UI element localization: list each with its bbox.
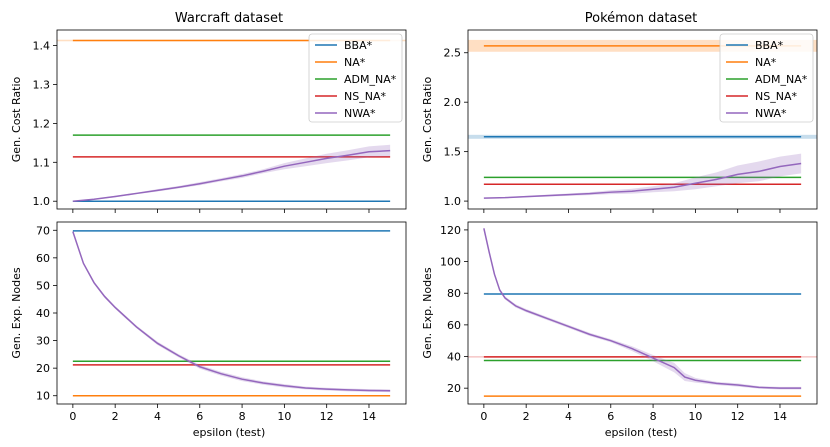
pokemon-nodes-xtick-label: 14 <box>773 410 787 423</box>
pokemon-nodes-ytick-label: 60 <box>447 319 461 332</box>
warcraft-nodes-ytick-label: 50 <box>36 279 50 292</box>
warcraft-nodes-ytick-label: 40 <box>36 307 50 320</box>
warcraft-nodes-ytick-label: 60 <box>36 252 50 265</box>
pokemon-cost-ylabel: Gen. Cost Ratio <box>421 77 434 163</box>
pokemon-nodes-xtick-label: 4 <box>565 410 572 423</box>
warcraft-cost-ytick-label: 1.0 <box>33 195 51 208</box>
warcraft-cost-ytick-label: 1.1 <box>33 156 51 169</box>
xlabel-left: epsilon (test) <box>193 426 266 439</box>
pokemon-cost-frame <box>467 29 818 210</box>
pokemon-cost-panel: 1.0 1.5 2.0 2.5 Gen. Cost Ratio BBA* NA* ADM_NA… <box>421 29 818 213</box>
pokemon-nodes-nwa-band <box>483 227 802 390</box>
warcraft-cost-frame <box>56 29 407 210</box>
legend-label-na: NA* <box>755 56 777 69</box>
warcraft-cost-legend: BBA* NA* ADM_NA* NS_NA* NWA* <box>308 33 403 123</box>
legend-label-nwa: NWA* <box>755 107 787 120</box>
pokemon-nodes-ytick-label: 120 <box>440 224 461 237</box>
warcraft-cost-panel: 1.0 1.1 1.2 1.3 1.4 Gen. Cost Ratio BBA* NA* ADM… <box>10 29 407 213</box>
warcraft-nodes-ytick-label: 20 <box>36 362 50 375</box>
warcraft-cost-ytick-label: 1.4 <box>33 40 51 53</box>
pokemon-nodes-ytick-label: 80 <box>447 287 461 300</box>
warcraft-cost-nwa-band <box>72 144 391 202</box>
pokemon-nodes-xtick-label: 10 <box>688 410 702 423</box>
warcraft-cost-nwa-line <box>72 149 391 202</box>
pokemon-nodes-series <box>468 227 817 397</box>
pokemon-nodes-frame <box>467 221 818 405</box>
pokemon-nodes-xtick-label: 0 <box>480 410 487 423</box>
legend-label-ns-na: NS_NA* <box>344 90 386 103</box>
pokemon-nodes-ytick-label: 40 <box>447 351 461 364</box>
warcraft-nodes-ytick-label: 70 <box>36 224 50 237</box>
pokemon-cost-ytick-label: 1.0 <box>444 195 462 208</box>
legend-label-na: NA* <box>344 56 366 69</box>
warcraft-nodes-series <box>72 230 391 397</box>
warcraft-nodes-xtick-label: 10 <box>277 410 291 423</box>
pokemon-cost-nwa-band <box>483 153 802 199</box>
pokemon-nodes-nwa-line <box>483 228 802 389</box>
pokemon-nodes-xtick-label: 12 <box>731 410 745 423</box>
warcraft-nodes-xtick-label: 0 <box>69 410 76 423</box>
warcraft-title: Warcraft dataset <box>175 11 283 26</box>
pokemon-cost-nwa-line <box>483 162 802 199</box>
warcraft-nodes-xtick-label: 12 <box>320 410 334 423</box>
warcraft-nodes-ylabel: Gen. Exp. Nodes <box>10 267 23 358</box>
legend-box <box>719 33 814 123</box>
warcraft-nodes-xtick-label: 6 <box>196 410 203 423</box>
legend-label-nwa: NWA* <box>344 107 376 120</box>
legend-label-adm-na: ADM_NA* <box>344 73 397 86</box>
pokemon-cost-ytick-label: 2.0 <box>444 96 462 109</box>
pokemon-cost-ytick-label: 1.5 <box>444 146 462 159</box>
pokemon-nodes-ytick-label: 20 <box>447 382 461 395</box>
warcraft-nodes-nwa-line <box>72 231 391 392</box>
warcraft-nodes-xtick-label: 2 <box>112 410 119 423</box>
warcraft-nodes-xtick-label: 14 <box>362 410 376 423</box>
xlabel-right: epsilon (test) <box>605 426 678 439</box>
pokemon-nodes-panel: 0 2 4 6 8 10 12 14 20 40 60 80 100 120 Gen. Exp. Nodes <box>421 221 818 423</box>
legend-label-adm-na: ADM_NA* <box>755 73 808 86</box>
pokemon-cost-ytick-label: 2.5 <box>444 47 462 60</box>
warcraft-nodes-xtick-label: 4 <box>154 410 161 423</box>
warcraft-nodes-panel: 0 2 4 6 8 10 12 14 10 20 30 40 50 60 70 Gen. Exp. Nodes <box>10 221 407 423</box>
warcraft-nodes-ytick-label: 10 <box>36 390 50 403</box>
pokemon-nodes-ylabel: Gen. Exp. Nodes <box>421 267 434 358</box>
pokemon-cost-legend: BBA* NA* ADM_NA* NS_NA* NWA* <box>719 33 814 123</box>
legend-label-bba: BBA* <box>755 39 784 52</box>
warcraft-cost-ytick-label: 1.2 <box>33 117 51 130</box>
legend-box <box>308 33 403 123</box>
pokemon-nodes-xtick-label: 6 <box>607 410 614 423</box>
pokemon-nodes-xtick-label: 8 <box>650 410 657 423</box>
legend-label-bba: BBA* <box>344 39 373 52</box>
warcraft-cost-ylabel: Gen. Cost Ratio <box>10 77 23 163</box>
pokemon-nodes-xtick-label: 2 <box>523 410 530 423</box>
warcraft-nodes-ytick-label: 30 <box>36 335 50 348</box>
warcraft-nodes-xtick-label: 8 <box>239 410 246 423</box>
legend-label-ns-na: NS_NA* <box>755 90 797 103</box>
pokemon-nodes-ytick-label: 100 <box>440 256 461 269</box>
warcraft-cost-ytick-label: 1.3 <box>33 78 51 91</box>
pokemon-title: Pokémon dataset <box>585 11 698 26</box>
